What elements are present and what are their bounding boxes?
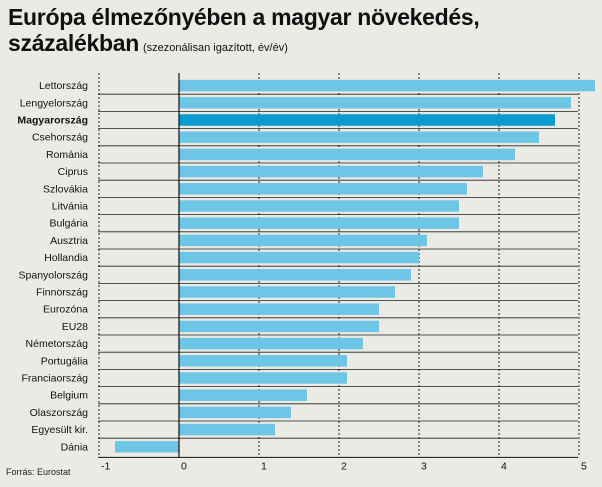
title-block: Európa élmezőnyében a magyar növekedés, … (8, 4, 598, 61)
bar (179, 423, 275, 436)
category-label: Spanyolország (19, 269, 89, 281)
category-label: Szlovákia (43, 183, 88, 195)
x-tick-label: 5 (581, 460, 587, 472)
x-tick-label: 2 (341, 460, 347, 472)
x-tick-label: -1 (101, 460, 110, 472)
x-tick-label: 1 (261, 460, 267, 472)
category-label: Németország (26, 338, 89, 350)
bar (179, 79, 595, 92)
category-label: Románia (46, 149, 88, 161)
bar (179, 269, 411, 281)
bar (179, 337, 363, 350)
chart-title-line2: százalékban (szezonálisan igazított, év/é… (8, 31, 598, 61)
category-label: Ciprus (58, 166, 88, 178)
category-label: Eurozóna (43, 304, 88, 316)
category-label: Lengyelország (20, 97, 88, 109)
bar (179, 303, 379, 315)
chart-title-second-line: százalékban (8, 30, 139, 56)
category-label: Csehország (32, 132, 88, 144)
category-label: Litvánia (52, 201, 88, 213)
category-label: Bulgária (49, 218, 88, 230)
bar (179, 217, 459, 229)
bar (179, 234, 427, 247)
bar (179, 114, 555, 126)
bar (179, 320, 379, 333)
bar (179, 286, 395, 298)
x-tick-label: 4 (501, 460, 507, 472)
category-label: EU28 (62, 321, 88, 333)
category-label: Franciaország (21, 373, 88, 385)
bar (179, 251, 419, 264)
category-label: Belgium (50, 390, 88, 402)
category-label: Dánia (61, 441, 89, 453)
bar (179, 165, 483, 178)
category-label: Lettország (39, 80, 88, 92)
bar (115, 441, 179, 453)
bar (179, 200, 459, 212)
bar (179, 406, 291, 419)
x-tick-label: 0 (181, 460, 187, 472)
category-label: Ausztria (50, 235, 88, 247)
chart-title: Európa élmezőnyében a magyar növekedés, (8, 4, 480, 30)
category-label: Olaszország (30, 407, 89, 419)
source-note: Forrás: Eurostat (6, 467, 71, 477)
bar (179, 372, 347, 384)
bar (179, 97, 571, 109)
category-label: Egyesült kir. (31, 424, 88, 436)
bar (179, 131, 539, 143)
category-label: Hollandia (44, 252, 88, 264)
x-tick-label: 3 (421, 460, 427, 472)
chart-subtitle: (szezonálisan igazított, év/év) (142, 42, 288, 54)
bar (179, 355, 347, 367)
bar (179, 148, 515, 161)
bar (179, 389, 307, 401)
bar (179, 183, 467, 195)
category-label: Magyarország (17, 115, 88, 127)
category-label: Portugália (41, 355, 88, 367)
category-label: Finnország (36, 287, 88, 299)
